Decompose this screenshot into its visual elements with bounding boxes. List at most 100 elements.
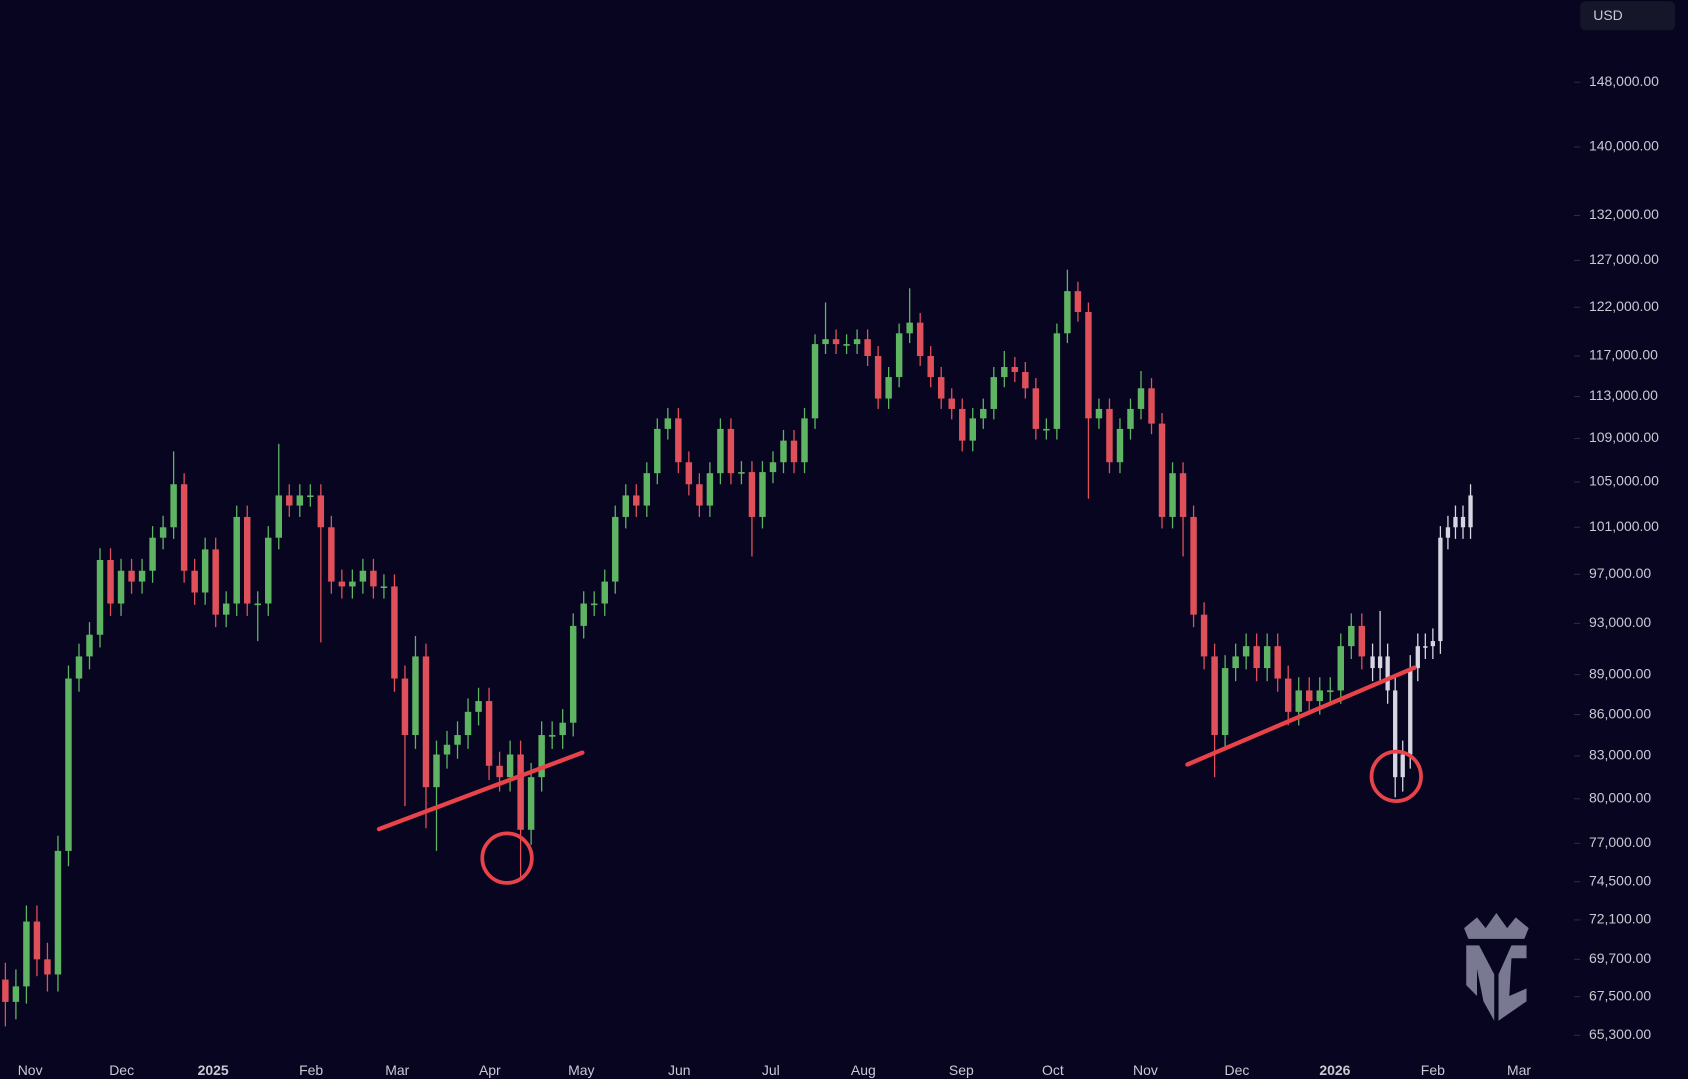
candle-body xyxy=(538,735,545,778)
x-tick-label: Mar xyxy=(1507,1062,1531,1078)
candle-body xyxy=(1274,646,1281,679)
candle-body xyxy=(1064,291,1071,334)
candle-body xyxy=(527,777,535,830)
candle-body xyxy=(412,656,419,736)
candle-body xyxy=(1306,690,1313,702)
candle-body xyxy=(349,581,356,587)
currency-badge xyxy=(1580,1,1676,31)
currency-label: USD xyxy=(1593,7,1623,23)
y-tick-label: 97,000.00 xyxy=(1589,565,1651,581)
candle-body xyxy=(12,986,20,1002)
y-tick-label: 80,000.00 xyxy=(1589,789,1651,805)
candle-body xyxy=(1393,690,1398,778)
candle-body xyxy=(927,355,934,378)
y-tick-label: 101,000.00 xyxy=(1589,518,1659,534)
x-tick-label: Jun xyxy=(668,1062,691,1078)
candle-body xyxy=(1358,625,1366,657)
candle-body xyxy=(980,408,987,419)
y-tick-label: 65,300.00 xyxy=(1589,1026,1651,1042)
candle-body xyxy=(2,979,9,1002)
candle-body xyxy=(54,850,62,975)
candle-body xyxy=(201,549,209,593)
candle-body xyxy=(159,527,167,538)
candle-body xyxy=(243,516,251,604)
candle-body xyxy=(1430,641,1436,647)
candle-body xyxy=(180,484,188,571)
candle-body xyxy=(622,495,629,517)
y-tick-label: 127,000.00 xyxy=(1589,251,1659,267)
candle-body xyxy=(990,377,998,409)
candle-body xyxy=(1377,656,1383,669)
candle-body xyxy=(1032,388,1040,429)
candle-body xyxy=(1053,333,1061,429)
candle-body xyxy=(233,516,240,604)
candle-body xyxy=(1095,408,1103,419)
candle-body xyxy=(1001,366,1008,378)
candle-body xyxy=(1190,516,1197,615)
candle-body xyxy=(801,418,808,463)
candle-body xyxy=(1074,291,1082,313)
candle-body xyxy=(1211,656,1218,736)
candle-body xyxy=(1453,516,1458,528)
trend-line xyxy=(376,750,585,832)
candle-body xyxy=(906,322,913,334)
y-tick-label: 93,000.00 xyxy=(1589,614,1651,630)
candle-body xyxy=(717,428,724,474)
candle-body xyxy=(33,921,41,960)
y-tick-label: 113,000.00 xyxy=(1589,387,1658,403)
candle-body xyxy=(832,339,840,345)
y-tick-label: 69,700.00 xyxy=(1589,950,1651,966)
candle-body xyxy=(696,484,703,506)
candle-body xyxy=(590,603,598,606)
candle-body xyxy=(212,549,219,615)
candle-body xyxy=(370,570,377,587)
candle-body xyxy=(1468,495,1473,528)
y-tick-label: 140,000.00 xyxy=(1589,138,1659,154)
candle-body xyxy=(1137,388,1145,409)
y-tick-label: 105,000.00 xyxy=(1589,473,1659,489)
highlight-circle xyxy=(1369,749,1423,803)
watermark-logo xyxy=(1464,913,1529,1021)
candle-body xyxy=(948,398,955,409)
x-tick-label: Jul xyxy=(762,1062,780,1078)
candle-body xyxy=(443,744,451,755)
candle-body xyxy=(191,570,198,593)
candle-body xyxy=(1106,408,1113,463)
candle-body xyxy=(328,527,335,582)
candle-body xyxy=(1327,690,1334,693)
x-tick-label: Aug xyxy=(851,1062,876,1078)
candle-body xyxy=(1043,428,1050,431)
candle-body xyxy=(117,570,125,604)
candle-body xyxy=(1022,372,1029,389)
candle-body xyxy=(1408,668,1413,755)
candle-body xyxy=(1232,656,1239,669)
candle-body xyxy=(454,735,461,745)
candle-body xyxy=(601,581,608,604)
candle-body xyxy=(706,473,714,506)
x-tick-label: Feb xyxy=(1421,1062,1445,1078)
candle-body xyxy=(738,472,745,474)
candle-body xyxy=(391,586,398,679)
candle-body xyxy=(664,418,672,429)
candle-body xyxy=(254,603,261,606)
candles xyxy=(2,269,1473,1027)
candle-body xyxy=(65,678,72,851)
candle-body xyxy=(548,735,556,737)
candle-body xyxy=(1179,473,1187,517)
y-tick-label: 83,000.00 xyxy=(1589,747,1651,763)
candle-body xyxy=(222,603,230,615)
candle-body xyxy=(475,701,482,712)
candle-body xyxy=(149,537,156,571)
candle-body xyxy=(1253,646,1260,669)
candle-body xyxy=(822,339,829,345)
candle-body xyxy=(654,428,661,474)
x-tick-label: Dec xyxy=(109,1062,134,1078)
candle-body xyxy=(138,570,146,582)
candle-body xyxy=(96,560,104,635)
candle-body xyxy=(506,754,514,778)
candle-body xyxy=(885,377,892,399)
y-tick-label: 132,000.00 xyxy=(1589,206,1659,222)
